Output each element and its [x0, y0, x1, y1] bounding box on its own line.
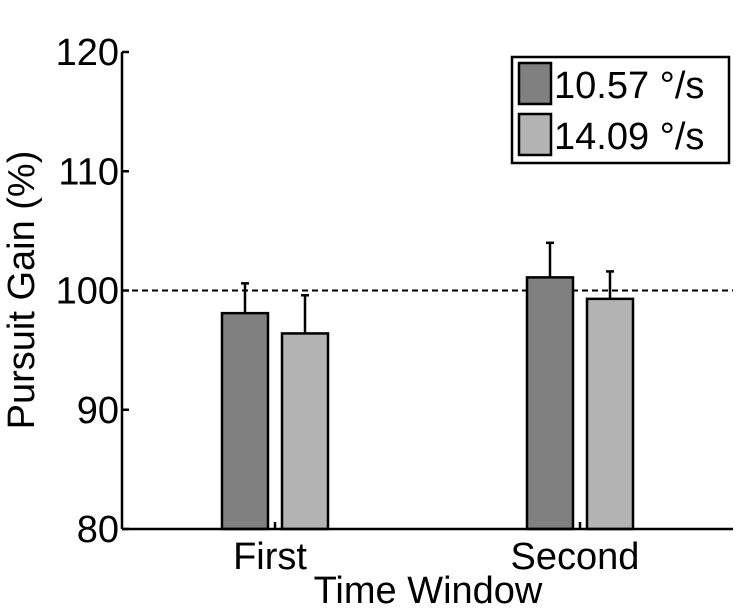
bar-first-series-2	[280, 332, 330, 531]
y-axis-title: Pursuit Gain (%)	[1, 151, 43, 430]
y-tick-label-100: 100	[56, 271, 119, 313]
axes	[120, 50, 733, 531]
y-tick-label-120: 120	[56, 32, 119, 74]
bar-first-series-1	[220, 311, 270, 531]
bar-second-series-1	[525, 276, 575, 531]
legend-label-series-1: 10.57 °/s	[554, 65, 704, 107]
legend-swatch-series-2	[517, 112, 553, 157]
x-tick-label-second: Second	[511, 536, 640, 578]
x-tick-label-first: First	[233, 536, 307, 578]
y-tick-label-110: 110	[58, 151, 119, 193]
plot-area	[122, 241, 733, 531]
y-tick-label-90: 90	[77, 390, 119, 432]
x-axis-title: Time Window	[314, 570, 543, 609]
legend-swatch-series-1	[517, 61, 553, 106]
bar-second-series-2	[585, 297, 635, 531]
y-tick-label-80: 80	[77, 509, 119, 551]
legend-label-series-2: 14.09 °/s	[554, 116, 704, 158]
legend: 10.57 °/s 14.09 °/s	[510, 55, 731, 165]
